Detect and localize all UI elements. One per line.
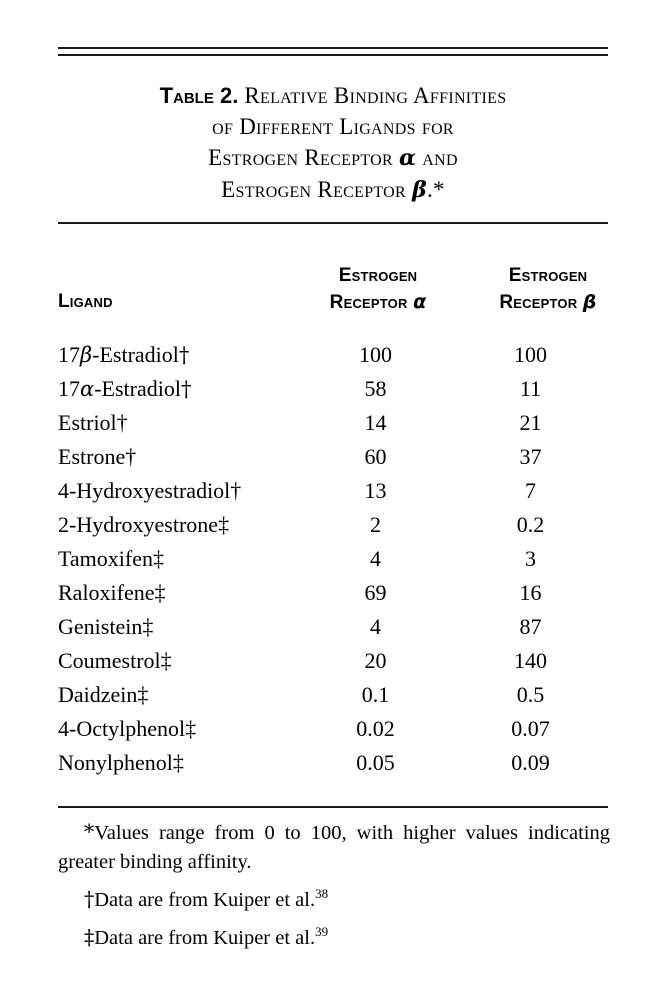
table-row: Genistein‡ 4 87 bbox=[58, 610, 608, 644]
cell-er-alpha: 14 bbox=[364, 410, 387, 435]
cell-ligand: Genistein‡ bbox=[58, 614, 154, 639]
footnote-dagger: †Data are from Kuiper et al.38 bbox=[58, 885, 610, 915]
title-line-4: Estrogen Receptor β.* bbox=[221, 177, 445, 203]
table-row: Nonylphenol‡ 0.05 0.09 bbox=[58, 746, 608, 780]
footnote-text-double-dagger: Data are from Kuiper et al. bbox=[94, 927, 316, 949]
title-line-3: Estrogen Receptor α and bbox=[208, 145, 458, 171]
cell-er-beta: 0.09 bbox=[511, 750, 550, 775]
cell-er-alpha: 0.02 bbox=[356, 716, 395, 741]
alpha-symbol-header: α bbox=[413, 291, 427, 313]
top-rule-lower bbox=[58, 54, 608, 56]
cell-er-alpha: 69 bbox=[364, 580, 387, 605]
cell-er-alpha: 0.05 bbox=[356, 750, 395, 775]
title-separator-rule bbox=[58, 222, 608, 224]
alpha-symbol: α bbox=[399, 145, 417, 171]
footnote-symbol-double-dagger: ‡ bbox=[84, 925, 95, 949]
footnote-asterisk: *Values range from 0 to 100, with higher… bbox=[58, 818, 610, 877]
cell-ligand: Tamoxifen‡ bbox=[58, 546, 164, 571]
cell-ligand: Coumestrol‡ bbox=[58, 648, 172, 673]
cell-er-beta: 87 bbox=[519, 614, 542, 639]
cell-er-beta: 0.07 bbox=[511, 716, 550, 741]
footnote-double-dagger: ‡Data are from Kuiper et al.39 bbox=[58, 923, 610, 953]
top-rule-upper bbox=[58, 47, 608, 49]
table-row: Raloxifene‡ 69 16 bbox=[58, 576, 608, 610]
table-body: 17β-Estradiol† 100 100 17α-Estradiol† 58… bbox=[58, 338, 608, 780]
table-row: 2-Hydroxyestrone‡ 2 0.2 bbox=[58, 508, 608, 542]
footnote-text-dagger: Data are from Kuiper et al. bbox=[94, 889, 316, 911]
table-row: 17β-Estradiol† 100 100 bbox=[58, 338, 608, 372]
table-number-label: Table 2. bbox=[159, 83, 239, 108]
cell-ligand: 4-Octylphenol‡ bbox=[58, 716, 197, 741]
table-title: Table 2. Relative Binding Affinities of … bbox=[58, 80, 608, 206]
column-header-er-beta-line2: Receptor β bbox=[499, 291, 597, 313]
table-row: Estrone† 60 37 bbox=[58, 440, 608, 474]
beta-symbol: β bbox=[412, 177, 427, 203]
cell-er-beta: 21 bbox=[519, 410, 542, 435]
table-row: Daidzein‡ 0.1 0.5 bbox=[58, 678, 608, 712]
cell-er-beta: 11 bbox=[519, 376, 542, 401]
cell-er-alpha: 4 bbox=[370, 614, 381, 639]
cell-er-alpha: 60 bbox=[364, 444, 387, 469]
cell-er-beta: 140 bbox=[514, 648, 547, 673]
cell-ligand: 17α-Estradiol† bbox=[58, 376, 192, 401]
cell-er-beta: 37 bbox=[519, 444, 542, 469]
column-header-er-alpha-line2: Receptor α bbox=[329, 291, 427, 313]
table-row: Estriol† 14 21 bbox=[58, 406, 608, 440]
cell-er-alpha: 2 bbox=[370, 512, 381, 537]
cell-ligand: Daidzein‡ bbox=[58, 682, 149, 707]
beta-symbol-header: β bbox=[582, 291, 597, 313]
cell-ligand: 2-Hydroxyestrone‡ bbox=[58, 512, 230, 537]
cell-ligand: Estrone† bbox=[58, 444, 137, 469]
table-row: 17α-Estradiol† 58 11 bbox=[58, 372, 608, 406]
cell-er-beta: 7 bbox=[525, 478, 536, 503]
cell-ligand: 17β-Estradiol† bbox=[58, 342, 190, 367]
cell-er-alpha: 13 bbox=[364, 478, 387, 503]
cell-er-alpha: 4 bbox=[370, 546, 381, 571]
table-row: 4-Octylphenol‡ 0.02 0.07 bbox=[58, 712, 608, 746]
cell-er-alpha: 0.1 bbox=[361, 682, 390, 707]
footnote-ref-38: 38 bbox=[315, 886, 329, 902]
table-row: 4-Hydroxyestradiol† 13 7 bbox=[58, 474, 608, 508]
column-header-er-beta: Estrogen Receptor β bbox=[468, 263, 628, 316]
table-row: Coumestrol‡ 20 140 bbox=[58, 644, 608, 678]
title-line-2: of Different Ligands for bbox=[212, 114, 454, 139]
cell-er-beta: 16 bbox=[519, 580, 542, 605]
cell-ligand: Estriol† bbox=[58, 410, 128, 435]
footnote-ref-39: 39 bbox=[315, 924, 329, 940]
footnote-symbol-asterisk: * bbox=[84, 820, 95, 844]
column-header-ligand: Ligand bbox=[58, 291, 113, 312]
title-line-1: Table 2. Relative Binding Affinities bbox=[58, 80, 608, 111]
bottom-rule bbox=[58, 806, 608, 808]
cell-er-beta: 0.2 bbox=[516, 512, 545, 537]
cell-er-beta: 100 bbox=[514, 342, 547, 367]
table-row: Tamoxifen‡ 4 3 bbox=[58, 542, 608, 576]
footnotes: *Values range from 0 to 100, with higher… bbox=[58, 818, 610, 953]
cell-er-beta: 3 bbox=[525, 546, 536, 571]
title-text-1: Relative Binding Affinities bbox=[244, 83, 507, 108]
cell-er-alpha: 58 bbox=[364, 376, 387, 401]
footnote-text-asterisk: Values range from 0 to 100, with higher … bbox=[58, 822, 610, 873]
column-header-er-alpha-line1: Estrogen bbox=[338, 265, 418, 286]
data-table: 17β-Estradiol† 100 100 17α-Estradiol† 58… bbox=[58, 338, 608, 780]
cell-ligand: Raloxifene‡ bbox=[58, 580, 166, 605]
cell-ligand: Nonylphenol‡ bbox=[58, 750, 184, 775]
footnote-symbol-dagger: † bbox=[84, 887, 95, 911]
cell-er-alpha: 100 bbox=[359, 342, 392, 367]
cell-ligand: 4-Hydroxyestradiol† bbox=[58, 478, 242, 503]
cell-er-alpha: 20 bbox=[364, 648, 387, 673]
cell-er-beta: 0.5 bbox=[516, 682, 545, 707]
column-header-er-alpha: Estrogen Receptor α bbox=[298, 263, 458, 316]
column-header-er-beta-line1: Estrogen bbox=[508, 265, 588, 286]
